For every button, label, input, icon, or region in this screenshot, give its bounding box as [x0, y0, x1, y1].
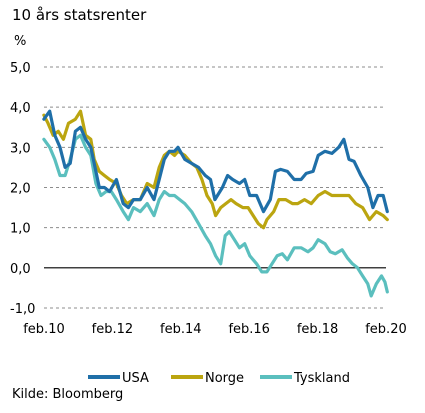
x-tick-label: feb.12 [92, 322, 134, 337]
legend-label-tyskland: Tyskland [293, 371, 350, 386]
x-tick-label: feb.20 [365, 322, 407, 337]
legend-label-norge: Norge [205, 371, 244, 386]
x-tick-label: feb.16 [228, 322, 270, 337]
y-tick-label: 0,0 [10, 262, 31, 277]
y-axis-unit: % [14, 34, 27, 49]
series-line-usa [42, 109, 389, 214]
legend-label-usa: USA [122, 371, 149, 386]
series-line-tyskland [42, 133, 389, 298]
y-tick-label: -1,0 [10, 302, 35, 317]
source-note: Kilde: Bloomberg [12, 387, 124, 402]
x-tick-label: feb.10 [23, 322, 65, 337]
x-tick-label: feb.14 [160, 322, 202, 337]
y-tick-label: 5,0 [10, 61, 31, 76]
y-tick-label: 2,0 [10, 182, 31, 197]
chart-title: 10 års statsrenter [12, 6, 147, 24]
y-tick-label: 1,0 [10, 222, 31, 237]
y-tick-label: 3,0 [10, 141, 31, 156]
x-tick-label: feb.18 [297, 322, 339, 337]
y-tick-label: 4,0 [10, 101, 31, 116]
